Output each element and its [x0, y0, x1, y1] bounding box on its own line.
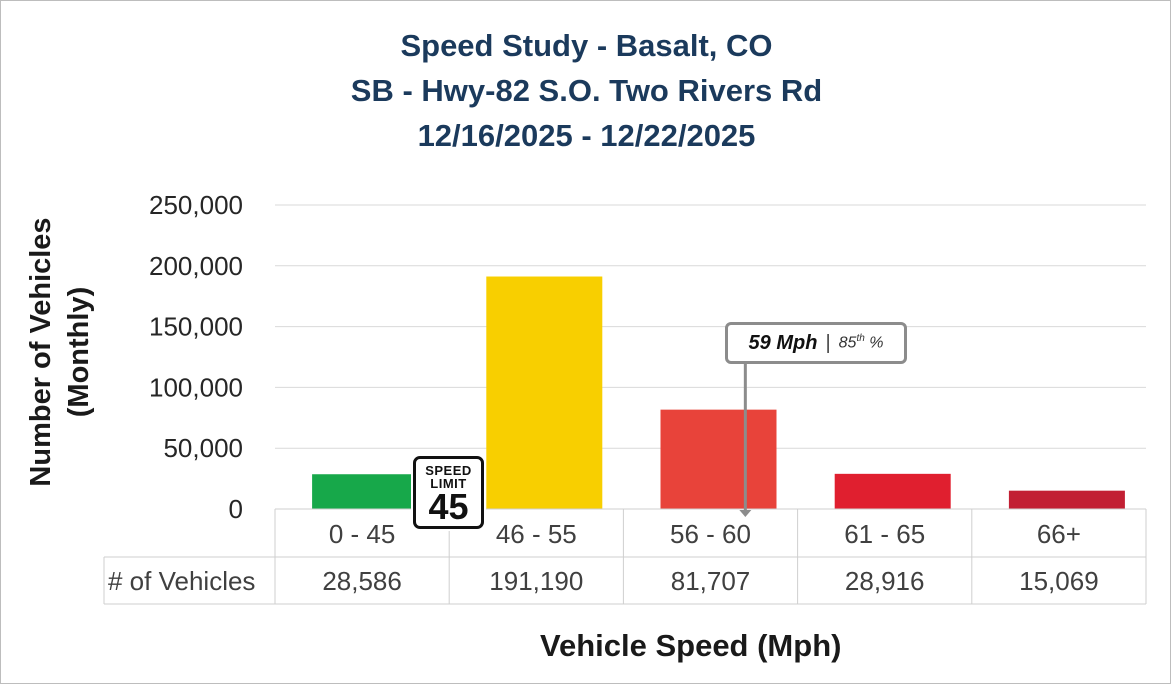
speed-limit-sign-icon: SPEED LIMIT 45: [413, 456, 484, 529]
y-tick-label: 50,000: [163, 433, 243, 463]
bar-0-45: [312, 474, 429, 509]
y-tick-label: 0: [229, 494, 243, 524]
speed-limit-sign-line-2: LIMIT: [430, 476, 467, 491]
y-tick-label: 100,000: [149, 372, 243, 402]
y-tick-label: 150,000: [149, 312, 243, 342]
table-value-cell: 15,069: [1019, 566, 1099, 596]
speed-limit-sign-value: 45: [428, 486, 469, 527]
gridlines: [275, 204, 1146, 449]
table-value-cell: 81,707: [671, 566, 751, 596]
percentile-marker-line: [739, 364, 752, 517]
bar-66: [1008, 490, 1125, 509]
x-category-label: 66+: [1037, 519, 1081, 549]
percentile-speed: 59 Mph: [748, 331, 818, 354]
x-axis-label: Vehicle Speed (Mph): [540, 628, 842, 663]
bar-46-55: [486, 276, 603, 509]
table-value-cell: 28,586: [322, 566, 402, 596]
bars: [312, 276, 1125, 509]
percentile-ordinal-suffix: th: [856, 333, 865, 345]
table-row-header: # of Vehicles: [108, 566, 255, 596]
x-category-label: 0 - 45: [329, 519, 396, 549]
percentile-marker-arrow: [739, 510, 752, 517]
percentile-symbol: %: [869, 334, 884, 352]
y-tick-label: 200,000: [149, 251, 243, 281]
data-table: # of Vehicles 0 - 45 28,586 46 - 55 191,190 5…: [103, 508, 1147, 605]
y-tick-label: 250,000: [149, 190, 243, 220]
percentile-callout: 59 Mph | 85th %: [725, 322, 907, 364]
percentile-separator: |: [825, 331, 831, 354]
chart-title-line-2: SB - Hwy-82 S.O. Two Rivers Rd: [350, 73, 823, 108]
x-category-label: 61 - 65: [844, 519, 925, 549]
x-category-label: 56 - 60: [670, 519, 751, 549]
y-axis-ticks: 0 50,000 100,000 150,000 200,000 250,000: [149, 190, 243, 524]
table-value-cell: 28,916: [845, 566, 925, 596]
table-value-cell: 191,190: [489, 566, 583, 596]
percentile-ordinal: 85: [838, 334, 857, 352]
chart-title-line-1: Speed Study - Basalt, CO: [400, 28, 773, 63]
speed-limit-sign-line-1: SPEED: [425, 463, 472, 478]
bar-61-65: [834, 473, 951, 509]
percentile-label: 85th %: [839, 333, 884, 352]
bar-56-60: [660, 409, 777, 509]
x-category-label: 46 - 55: [496, 519, 577, 549]
chart-title-line-3: 12/16/2025 - 12/22/2025: [417, 118, 756, 153]
